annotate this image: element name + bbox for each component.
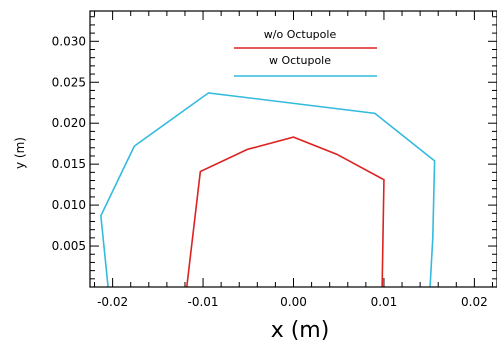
y-tick-label: 0.010 <box>52 198 86 212</box>
tick-marks <box>90 11 497 288</box>
y-tick-label: 0.030 <box>52 34 86 48</box>
y-axis-label: y (m) <box>13 137 27 169</box>
x-tick-labels: -0.02 -0.01 0.00 0.01 0.02 <box>97 295 488 309</box>
y-tick-label: 0.005 <box>52 239 86 253</box>
series-line-w-octupole <box>100 92 436 288</box>
x-tick-label: 0.01 <box>371 295 398 309</box>
x-tick-label: 0.00 <box>280 295 307 309</box>
legend: w/o Octupole w Octupole <box>234 28 377 77</box>
y-tick-label: 0.015 <box>52 157 86 171</box>
y-tick-labels: 0.005 0.010 0.015 0.020 0.025 0.030 <box>52 34 86 253</box>
plot-frame <box>89 10 497 288</box>
x-tick-label: 0.02 <box>461 295 488 309</box>
x-tick-label: -0.01 <box>188 295 219 309</box>
y-tick-label: 0.020 <box>52 116 86 130</box>
plot-series <box>100 92 436 288</box>
legend-label-w-octupole: w Octupole <box>269 54 331 67</box>
y-tick-label: 0.025 <box>52 75 86 89</box>
series-line-w-o-octupole <box>185 136 385 288</box>
x-axis-label: x (m) <box>271 318 330 343</box>
x-tick-label: -0.02 <box>97 295 128 309</box>
legend-label-w-o-octupole: w/o Octupole <box>264 28 337 41</box>
